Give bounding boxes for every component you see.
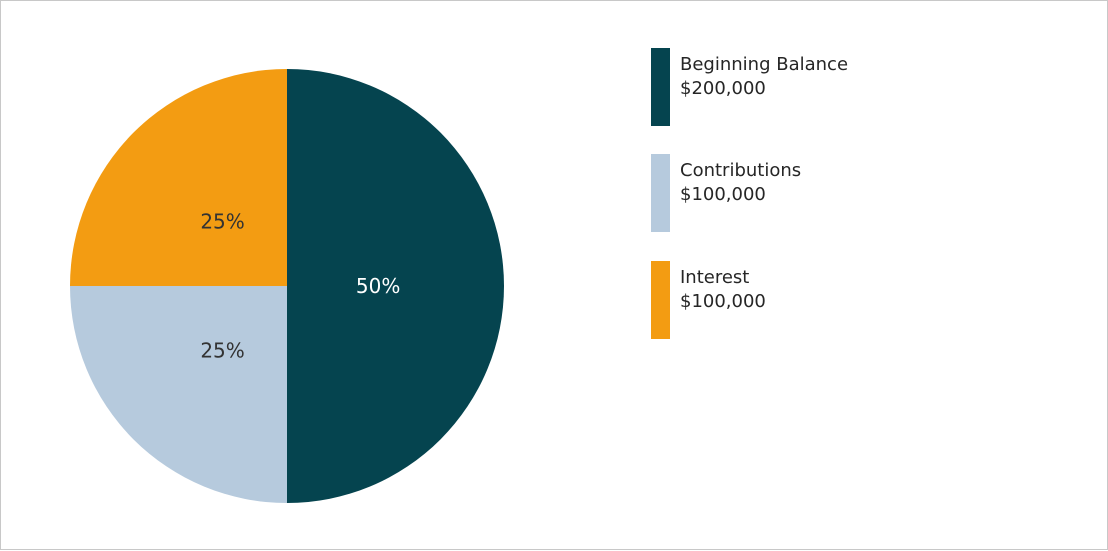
legend-text-contributions: Contributions $100,000 [680,159,801,207]
pie-slice-interest [70,69,287,286]
legend-label-contributions: Contributions [680,160,802,181]
legend-value-beginning-balance: $200,000 [680,78,766,99]
legend-label-beginning-balance: Beginning Balance [680,54,849,75]
pie-slice-beginning-balance [287,69,504,503]
legend-text-beginning-balance: Beginning Balance $200,000 [680,53,848,101]
legend-swatch-contributions [651,154,670,232]
pie-label-interest: 25% [200,210,244,234]
legend-swatch-interest [651,261,670,339]
pie-label-beginning-balance: 50% [356,274,400,298]
legend-swatch-beginning-balance [651,48,670,126]
pie-slice-contributions [70,286,287,503]
legend-item-interest: Interest $100,000 [651,261,951,339]
legend-label-interest: Interest [680,267,750,288]
legend-value-interest: $100,000 [680,291,766,312]
legend-text-interest: Interest $100,000 [680,266,766,314]
legend-item-beginning-balance: Beginning Balance $200,000 [651,48,951,126]
legend-item-contributions: Contributions $100,000 [651,154,951,232]
pie-chart: 50% 25% 25% [70,69,504,503]
pie-label-contributions: 25% [200,338,244,362]
legend-value-contributions: $100,000 [680,184,766,205]
